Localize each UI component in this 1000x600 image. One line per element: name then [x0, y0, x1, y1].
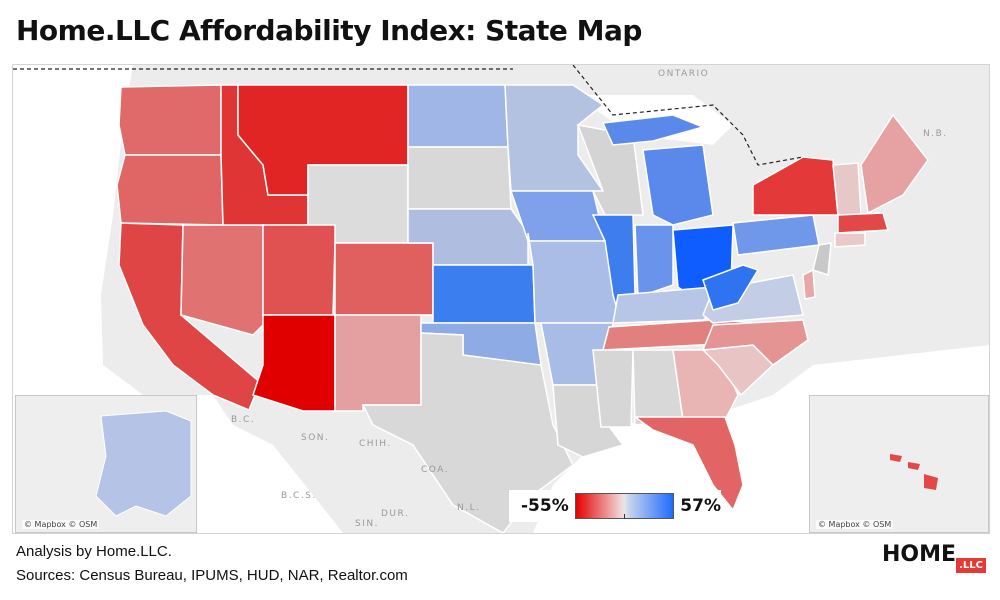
attribution-left: © Mapbox © OSM — [22, 520, 100, 529]
state-massachusetts[interactable] — [837, 212, 889, 234]
label-son: SON. — [301, 433, 330, 443]
international-border — [13, 65, 804, 166]
map-canvas[interactable]: © Mapbox © OSM © Mapbox © OSM ONTARIO N.… — [12, 64, 990, 534]
legend-midpoint-tick — [623, 514, 625, 519]
state-colorado[interactable] — [334, 242, 434, 316]
alaska-svg — [95, 410, 192, 517]
state-minnesota[interactable] — [504, 84, 605, 192]
alaska-inset: © Mapbox © OSM — [15, 395, 197, 533]
state-virginia[interactable] — [702, 274, 804, 324]
state-west-virginia[interactable] — [702, 264, 760, 311]
footer-sources: Sources: Census Bureau, IPUMS, HUD, NAR,… — [16, 567, 408, 584]
label-nb: N.B. — [923, 129, 948, 139]
brand-logo: HOME — [881, 542, 956, 567]
label-ontario: ONTARIO — [658, 69, 710, 79]
state-washington[interactable] — [118, 84, 222, 156]
label-dur: DUR. — [381, 509, 410, 519]
state-michigan-up[interactable] — [601, 114, 706, 146]
label-chih: CHIH. — [359, 439, 392, 449]
state-florida[interactable] — [632, 416, 744, 512]
label-bcs: B.C.S. — [281, 491, 317, 501]
state-michigan[interactable] — [642, 144, 714, 226]
legend-max-label: 57% — [680, 496, 721, 516]
state-oregon[interactable] — [116, 154, 224, 226]
color-legend: -55% 57% — [509, 490, 721, 522]
state-new-jersey[interactable] — [812, 242, 832, 277]
state-missouri[interactable] — [527, 232, 619, 324]
state-new-mexico[interactable] — [334, 314, 422, 412]
state-indiana[interactable] — [634, 224, 674, 299]
state-delaware[interactable] — [802, 268, 816, 300]
hawaii-island-1[interactable] — [890, 454, 902, 462]
state-vermont-nh[interactable] — [832, 162, 862, 216]
hawaii-inset: © Mapbox © OSM — [809, 395, 989, 533]
label-sin: SIN. — [355, 519, 379, 529]
legend-gradient-bar — [574, 493, 675, 519]
hawaii-island-3[interactable] — [924, 474, 938, 490]
state-mississippi[interactable] — [592, 349, 634, 428]
footer-analysis: Analysis by Home.LLC. — [16, 543, 172, 560]
brand-logo-tag: .LLC — [956, 558, 986, 573]
legend-min-label: -55% — [521, 496, 569, 516]
label-nl: N.L. — [457, 503, 481, 513]
state-maine[interactable] — [860, 113, 929, 215]
map-svg — [13, 65, 989, 533]
state-north-dakota[interactable] — [407, 84, 509, 148]
state-north-carolina[interactable] — [701, 319, 809, 366]
label-bc: B.C. — [231, 415, 256, 425]
state-iowa[interactable] — [509, 190, 606, 242]
page-title: Home.LLC Affordability Index: State Map — [16, 14, 642, 47]
state-arizona[interactable] — [252, 314, 336, 412]
hawaii-svg — [890, 454, 938, 490]
label-coa: COA. — [421, 465, 450, 475]
state-kansas[interactable] — [432, 264, 536, 324]
state-utah[interactable] — [262, 224, 336, 316]
state-connecticut[interactable] — [834, 232, 866, 248]
state-nevada[interactable] — [180, 224, 264, 336]
attribution-right: © Mapbox © OSM — [816, 520, 894, 529]
state-alaska[interactable] — [95, 410, 192, 517]
state-south-dakota[interactable] — [407, 146, 512, 210]
hawaii-island-2[interactable] — [908, 462, 920, 470]
